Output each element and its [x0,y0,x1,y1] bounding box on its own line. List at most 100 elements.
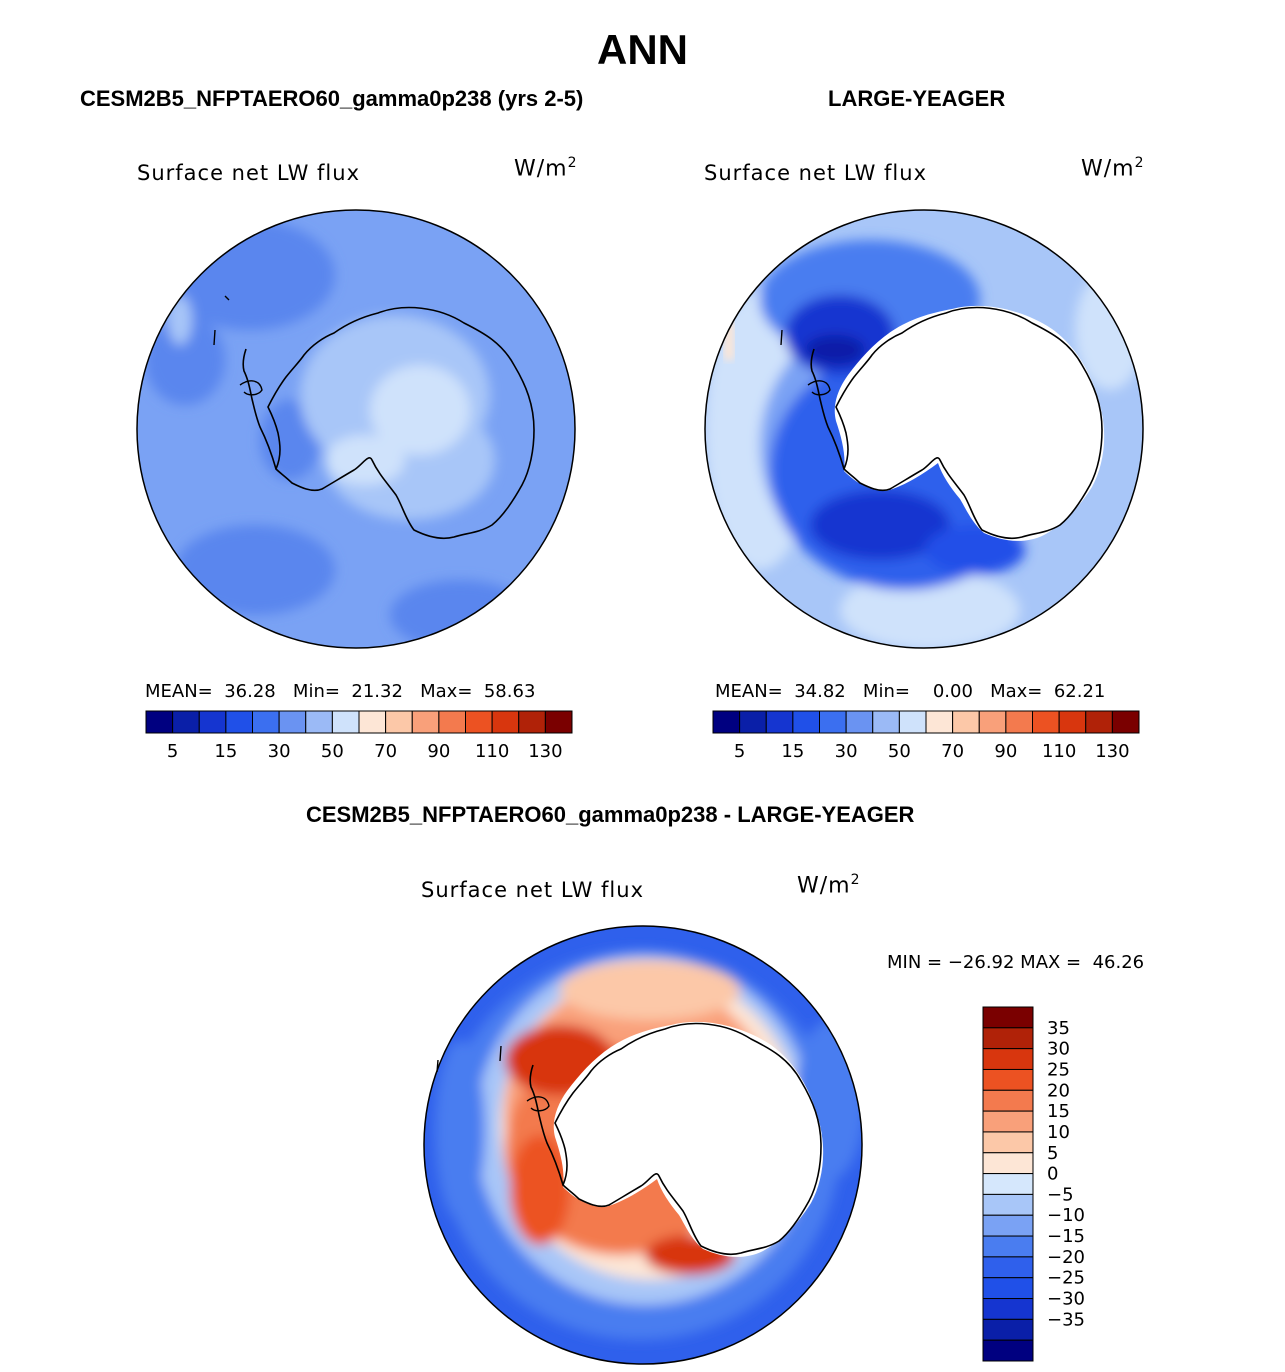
colorbar-tick-label: 15 [1047,1101,1070,1122]
panel-1-units: W/m2 [514,155,578,182]
colorbar-tick-label: −20 [1047,1247,1085,1268]
colorbar-tick-label: 30 [1047,1039,1070,1060]
page-title: ANN [597,26,688,73]
colorbar-swatch [765,710,794,734]
map-panel-2 [704,209,1144,649]
colorbar-tick-label: 5 [734,741,745,762]
colorbar-tick-label: 5 [1047,1143,1058,1164]
colorbar-swatch [872,710,900,734]
colorbar-tick-label: −25 [1047,1268,1085,1289]
colorbar-swatch [411,710,440,734]
colorbar-tick-label: 25 [1047,1059,1070,1080]
colorbar-tick-label: 110 [1042,741,1076,762]
colorbar-swatch [982,1048,1034,1070]
colorbar-swatch [819,710,847,734]
colorbar-swatch [982,1339,1034,1362]
colorbar-tick-label: 35 [1047,1018,1070,1039]
colorbar-swatch [982,1277,1034,1300]
colorbar-swatch [305,710,333,734]
colorbar-swatch [898,710,927,734]
colorbar-tick-label: 110 [475,741,509,762]
colorbar-swatch [1032,710,1060,734]
colorbar-swatch [358,710,387,734]
colorbar-tick-label: 130 [528,741,562,762]
colorbar-swatch [278,710,307,734]
colorbar-tick-label: 30 [835,741,858,762]
colorbar-swatch [1005,710,1033,734]
colorbar-swatch [982,1214,1034,1237]
colorbar-swatch [1085,710,1113,734]
colorbar-tick-label: 130 [1095,741,1129,762]
colorbar-swatch [982,1006,1034,1029]
colorbar-swatch [712,710,741,734]
panel-2-units: W/m2 [1081,155,1145,182]
panel-1-stats: MEAN= 36.28 Min= 21.32 Max= 58.63 [145,681,536,702]
colorbar-tick-label: 70 [941,741,964,762]
panel-1-variable-label: Surface net LW flux [137,161,360,185]
diff-variable-label: Surface net LW flux [421,878,644,902]
colorbar-tick-label: −35 [1047,1309,1085,1330]
colorbar-swatch [145,710,174,734]
colorbar-swatch [385,710,413,734]
colorbar-swatch [982,1256,1034,1279]
colorbar-swatch [982,1131,1034,1154]
colorbar-swatch [198,710,227,734]
colorbar-swatch [252,710,280,734]
panel-1-case-title: CESM2B5_NFPTAERO60_gamma0p238 (yrs 2-5) [80,86,584,111]
colorbar-tick-label: 0 [1047,1164,1058,1185]
colorbar-swatch [1111,710,1140,734]
colorbar-swatch [982,1110,1034,1133]
colorbar-tick-label: 5 [167,741,178,762]
map-panel-diff [423,925,863,1365]
colorbar-tick-label: 20 [1047,1080,1070,1101]
colorbar-swatch [978,710,1007,734]
colorbar-swatch [465,710,493,734]
colorbar-swatch [518,710,546,734]
colorbar-tick-label: 90 [427,741,450,762]
colorbar-tick-label: −5 [1047,1184,1074,1205]
colorbar-swatch [1058,710,1087,734]
colorbar-swatch [982,1027,1034,1050]
colorbar-panel-1: 5 15 30 50 70 90 110 130 [145,710,573,762]
colorbar-swatch [491,710,520,734]
colorbar-swatch [739,710,767,734]
colorbar-tick-label: −30 [1047,1289,1085,1310]
diff-units: W/m2 [797,872,861,899]
colorbar-tick-label: 10 [1047,1122,1070,1143]
colorbar-swatch [792,710,820,734]
colorbar-swatch [982,1298,1034,1320]
colorbar-swatch [438,710,466,734]
panel-2-case-title: LARGE-YEAGER [828,86,1006,111]
colorbar-swatch [845,710,874,734]
colorbar-swatch [982,1318,1034,1341]
colorbar-swatch [982,1152,1034,1175]
colorbar-swatch [982,1068,1034,1091]
colorbar-swatch [982,1089,1034,1112]
colorbar-swatch [544,710,573,734]
colorbar-tick-label: 50 [888,741,911,762]
colorbar-swatch [225,710,253,734]
colorbar-swatch [925,710,954,734]
colorbar-swatch [331,710,360,734]
colorbar-tick-label: 30 [268,741,291,762]
colorbar-swatch [952,710,980,734]
colorbar-tick-label: 50 [321,741,344,762]
colorbar-tick-label: 70 [374,741,397,762]
colorbar-swatch [982,1173,1034,1195]
colorbar-tick-label: 15 [781,741,804,762]
colorbar-tick-label: 90 [994,741,1017,762]
colorbar-tick-label: −15 [1047,1226,1085,1247]
colorbar-swatch [172,710,200,734]
colorbar-tick-label: 15 [214,741,237,762]
diff-minmax: MIN = −26.92 MAX = 46.26 [887,952,1145,973]
map-panel-1 [136,209,576,649]
colorbar-swatch [982,1235,1034,1258]
panel-2-stats: MEAN= 34.82 Min= 0.00 Max= 62.21 [715,681,1106,702]
colorbar-swatch [982,1193,1034,1216]
diff-case-title: CESM2B5_NFPTAERO60_gamma0p238 - LARGE-YE… [306,802,915,827]
colorbar-panel-2: 5 15 30 50 70 90 110 130 [712,710,1140,762]
colorbar-tick-label: −10 [1047,1205,1085,1226]
panel-2-variable-label: Surface net LW flux [704,161,927,185]
